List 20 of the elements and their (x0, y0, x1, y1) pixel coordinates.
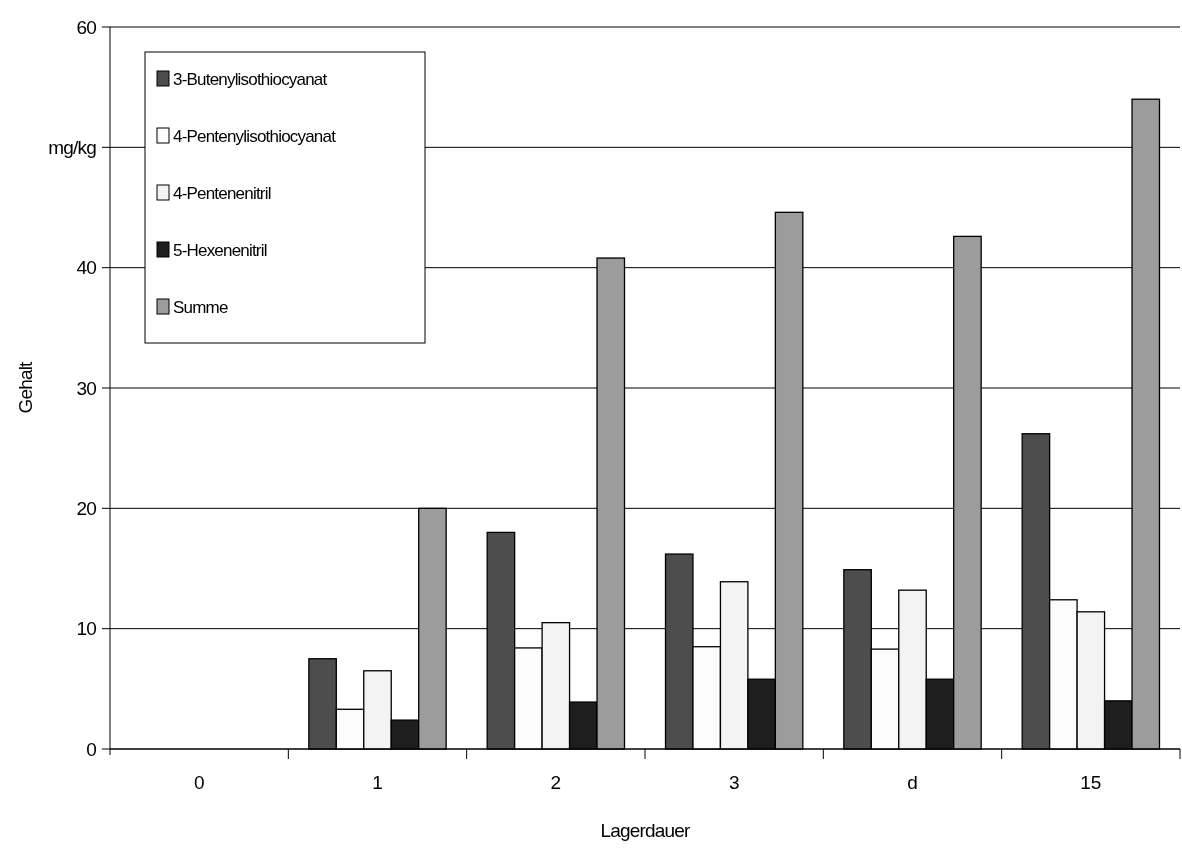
x-axis-title: Lagerdauer (600, 820, 692, 841)
x-tick-label: d (907, 772, 918, 793)
y-tick-label: 20 (76, 497, 97, 519)
y-tick-label: 60 (76, 16, 97, 38)
y-tick-label: mg/kg (48, 136, 97, 158)
y-tick-label: 0 (86, 738, 97, 760)
legend-label: 4-Pentenenitril (173, 183, 271, 203)
legend-label: Summe (173, 297, 228, 317)
y-tick-label: 40 (76, 257, 97, 279)
x-tick-label: 0 (193, 772, 205, 793)
x-tick-label: 2 (550, 772, 562, 793)
x-tick-label: 3 (728, 772, 740, 793)
legend-label: 3-Butenylisothiocyanat (173, 69, 328, 89)
legend-label: 5-Hexenenitril (173, 240, 267, 260)
x-tick-label: 1 (372, 772, 383, 793)
y-axis-title: Gehalt (15, 360, 36, 414)
legend-label: 4-Pentenylisothiocyanat (173, 126, 337, 146)
y-tick-label: 10 (76, 618, 97, 640)
y-tick-label: 30 (76, 377, 97, 399)
x-tick-label: 15 (1080, 772, 1102, 793)
